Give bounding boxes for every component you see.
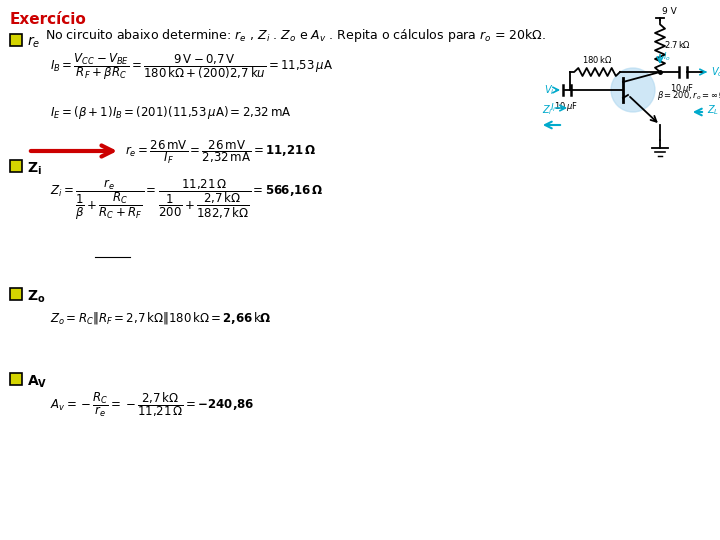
Text: $10\,\mu\mathrm{F}$: $10\,\mu\mathrm{F}$ <box>554 100 578 113</box>
Text: $Z_L$: $Z_L$ <box>707 103 719 117</box>
Text: $I_B = \dfrac{V_{CC} - V_{BE}}{R_F + \beta R_C} = \dfrac{9\,\mathrm{V} - 0{,}7\,: $I_B = \dfrac{V_{CC} - V_{BE}}{R_F + \be… <box>50 51 333 82</box>
Text: $\mathbf{Z_i}$: $\mathbf{Z_i}$ <box>27 161 42 178</box>
Text: Exercício: Exercício <box>10 12 86 27</box>
Text: $r_e$: $r_e$ <box>27 35 40 50</box>
Text: $r_e = \dfrac{26\,\mathrm{mV}}{I_F} = \dfrac{26\,\mathrm{mV}}{2{,}32\,\mathrm{mA: $r_e = \dfrac{26\,\mathrm{mV}}{I_F} = \d… <box>125 138 316 166</box>
Bar <box>10 373 22 385</box>
Text: $2.7\,\mathrm{k}\Omega$: $2.7\,\mathrm{k}\Omega$ <box>664 38 691 50</box>
Text: $\beta = 200, r_o = \infty\,\Omega$: $\beta = 200, r_o = \infty\,\Omega$ <box>657 89 720 102</box>
Text: $\mathbf{Z_o}$: $\mathbf{Z_o}$ <box>27 289 45 306</box>
Text: 9 V: 9 V <box>662 7 677 16</box>
Text: No circuito abaixo determine: $r_e$ , $Z_i$ . $Z_o$ e $A_v$ . Repita o cálculos : No circuito abaixo determine: $r_e$ , $Z… <box>45 27 546 44</box>
Text: $\mathbf{A_V}$: $\mathbf{A_V}$ <box>27 374 48 390</box>
Bar <box>10 288 22 300</box>
Text: $Z_i = \dfrac{r_e}{\dfrac{1}{\beta} + \dfrac{R_C}{R_C + R_F}} = \dfrac{11{,}21\,: $Z_i = \dfrac{r_e}{\dfrac{1}{\beta} + \d… <box>50 177 323 221</box>
Text: $I_o$: $I_o$ <box>663 51 671 63</box>
Text: $V_i$: $V_i$ <box>544 83 555 97</box>
Text: $10\,\mu\mathrm{F}$: $10\,\mu\mathrm{F}$ <box>670 82 694 95</box>
Text: $I_i$: $I_i$ <box>549 102 556 114</box>
Text: $180\,\mathrm{k}\Omega$: $180\,\mathrm{k}\Omega$ <box>582 54 612 65</box>
Circle shape <box>611 68 655 112</box>
Text: $A_v = -\dfrac{R_C}{r_e} = -\dfrac{2{,}7\,\mathrm{k}\Omega}{11{,}21\,\Omega} = \: $A_v = -\dfrac{R_C}{r_e} = -\dfrac{2{,}7… <box>50 390 254 419</box>
Text: $Z_i$: $Z_i$ <box>542 103 553 117</box>
Text: $Z_o = R_C \Vert R_F = 2{,}7\,\mathrm{k}\Omega \Vert 180\,\mathrm{k}\Omega = \ma: $Z_o = R_C \Vert R_F = 2{,}7\,\mathrm{k}… <box>50 310 271 326</box>
Bar <box>10 160 22 172</box>
Bar <box>10 34 22 46</box>
Text: $I_E = (\beta + 1)I_B = (201)(11{,}53\,\mu\mathrm{A}) = 2{,}32\,\mathrm{mA}$: $I_E = (\beta + 1)I_B = (201)(11{,}53\,\… <box>50 104 292 121</box>
Text: $V_o$: $V_o$ <box>711 65 720 79</box>
